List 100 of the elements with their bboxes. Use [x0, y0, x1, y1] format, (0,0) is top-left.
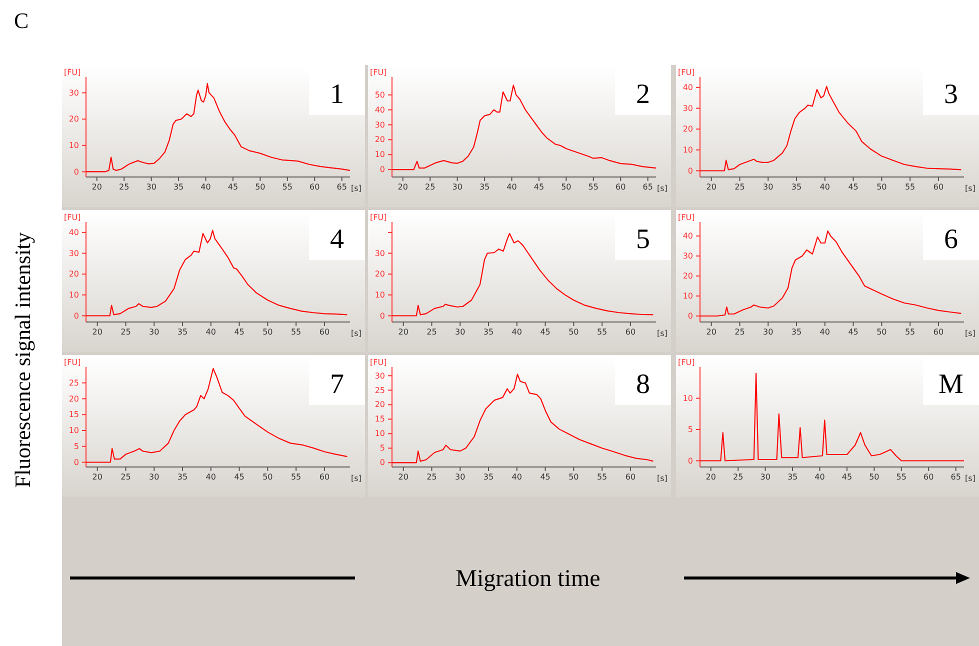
chart-title: M: [938, 369, 964, 400]
y-tick-label: 10: [68, 140, 79, 150]
x-tick-label: 50: [568, 328, 579, 337]
x-tick-label: 20: [92, 328, 102, 337]
chart-title: 2: [636, 79, 650, 110]
x-tick-label: 30: [146, 182, 156, 192]
x-axis-title: [s]: [351, 329, 362, 338]
x-axis-title: [s]: [965, 184, 976, 193]
x-tick-label: 40: [206, 328, 216, 337]
y-tick-label: 30: [682, 104, 693, 113]
x-tick-label: 60: [933, 328, 944, 337]
y-tick-label: 5: [74, 442, 79, 451]
line-series: [85, 368, 348, 463]
x-tick-label: 35: [483, 472, 494, 482]
x-tick-label: 45: [234, 328, 244, 337]
x-tick-label: 55: [896, 472, 906, 482]
x-tick-label: 60: [924, 472, 934, 482]
x-tick-label: 25: [734, 328, 745, 337]
chart-title: 3: [944, 79, 958, 110]
line-series: [699, 230, 962, 317]
x-tick-label: 45: [534, 182, 544, 192]
x-tick-label: 20: [706, 472, 716, 482]
chart-title: 4: [330, 224, 344, 255]
y-tick-label: 40: [68, 228, 79, 237]
x-axis-title: [s]: [965, 329, 976, 338]
y-tick-label: 0: [688, 166, 693, 176]
x-tick-label: 35: [177, 328, 188, 337]
text: Migration time: [456, 566, 600, 592]
y-axis-title: [FU]: [370, 358, 387, 367]
x-tick-label: 50: [568, 472, 579, 482]
y-tick-label: 10: [682, 145, 693, 154]
y-tick-label: 0: [74, 167, 79, 176]
x-tick-label: 25: [426, 472, 437, 482]
y-tick-label: 20: [374, 400, 385, 410]
y-tick-label: 5: [688, 425, 693, 434]
x-tick-label: 55: [904, 328, 916, 337]
y-tick-label: 20: [682, 124, 693, 134]
x-tick-label: 30: [763, 328, 774, 337]
y-tick-label: 0: [74, 458, 79, 467]
y-tick-label: 0: [380, 458, 385, 468]
line-series: [85, 230, 348, 316]
y-tick-label: 40: [374, 105, 385, 114]
y-tick-label: 10: [68, 290, 79, 300]
chart-title: 5: [636, 224, 650, 255]
y-tick-label: 20: [68, 114, 79, 124]
y-tick-label: 50: [374, 90, 385, 100]
y-tick-label: 20: [374, 270, 385, 279]
x-tick-label: 55: [290, 472, 302, 482]
x-tick-label: 45: [848, 182, 858, 192]
x-tick-label: 45: [540, 328, 550, 337]
x-tick-label: 35: [173, 182, 184, 192]
x-tick-label: 60: [625, 472, 636, 482]
x-axis-title: [s]: [965, 474, 976, 483]
x-tick-label: 25: [426, 328, 437, 337]
x-tick-label: 50: [876, 328, 887, 337]
x-tick-label: 20: [92, 182, 102, 192]
y-tick-label: 40: [682, 82, 693, 92]
x-tick-label: 20: [398, 182, 408, 192]
x-tick-label: 65: [950, 472, 961, 482]
y-tick-label: 30: [374, 371, 385, 380]
x-tick-label: 35: [791, 328, 802, 337]
x-tick-label: 55: [588, 182, 598, 192]
x-tick-label: 60: [933, 182, 944, 192]
y-tick-label: 20: [68, 394, 79, 404]
x-axis-title: [s]: [351, 184, 362, 193]
y-tick-label: 0: [380, 311, 385, 320]
y-axis-title: [FU]: [678, 68, 695, 77]
x-tick-label: 35: [787, 472, 798, 482]
x-tick-label: 40: [200, 182, 211, 192]
x-tick-label: 40: [814, 472, 825, 482]
x-tick-label: 45: [842, 472, 852, 482]
chart-title: 1: [330, 79, 344, 110]
x-tick-label: 45: [234, 472, 244, 482]
x-tick-label: 40: [820, 182, 830, 192]
chart-title: 8: [636, 369, 650, 400]
x-tick-label: 55: [596, 328, 608, 337]
chart-title: 7: [330, 369, 344, 400]
x-tick-label: 30: [455, 472, 466, 482]
y-tick-label: 25: [68, 378, 79, 388]
x-tick-label: 40: [206, 472, 216, 482]
y-axis-title: [FU]: [64, 68, 81, 77]
x-tick-label: 25: [425, 182, 436, 192]
x-tick-label: 30: [149, 472, 160, 482]
y-tick-label: 30: [682, 252, 693, 261]
line-series: [85, 83, 351, 172]
y-axis-title: [FU]: [64, 358, 81, 367]
y-tick-label: 30: [374, 248, 385, 258]
x-tick-label: 55: [282, 182, 292, 192]
y-tick-label: 0: [74, 311, 79, 320]
line-series: [699, 86, 962, 172]
x-tick-label: 25: [119, 182, 130, 192]
y-axis-title: [FU]: [370, 68, 387, 77]
x-tick-label: 30: [149, 328, 160, 337]
x-axis-title: [s]: [351, 474, 362, 483]
y-tick-label: 30: [68, 248, 79, 258]
y-axis-title: [FU]: [678, 358, 695, 367]
x-tick-label: 50: [255, 182, 266, 192]
x-axis-title: [s]: [657, 184, 668, 193]
y-axis-title: [FU]: [370, 213, 387, 222]
x-tick-label: 60: [319, 472, 330, 482]
